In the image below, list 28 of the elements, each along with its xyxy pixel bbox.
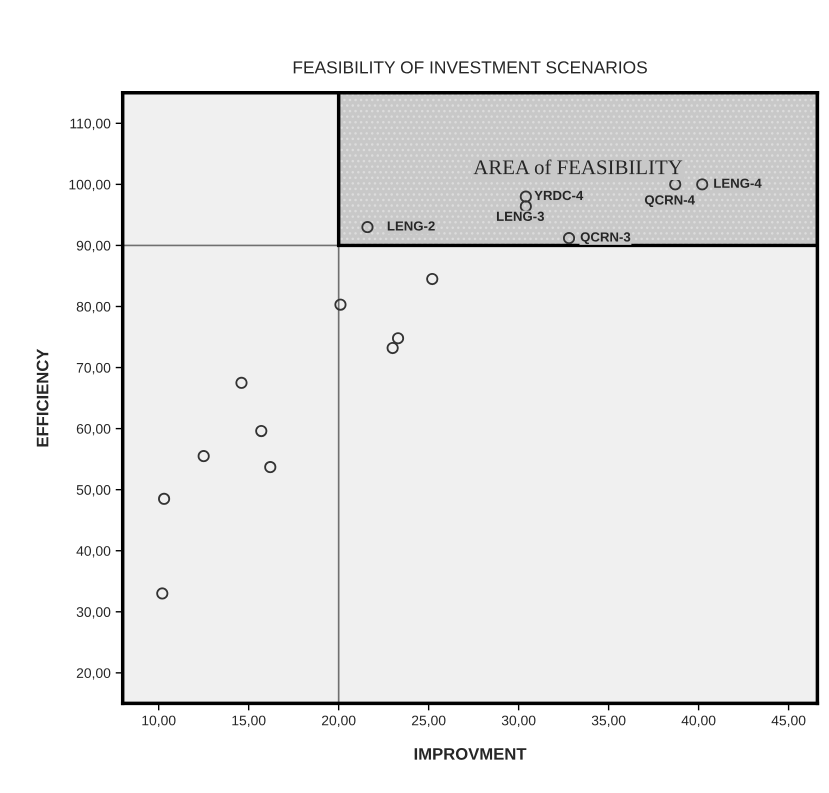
x-tick-label: 40,00 — [682, 716, 716, 728]
chart-title: FEASIBILITY OF INVESTMENT SCENARIOS — [294, 61, 647, 74]
annotation: AREA of FEASIBILITY — [473, 159, 682, 174]
annotation: LENG-2 — [388, 221, 435, 231]
y-tick-label: 30,00 — [76, 607, 110, 619]
x-tick-label: 20,00 — [322, 716, 356, 728]
annotation: LENG-4 — [714, 178, 762, 188]
y-tick-label: 110,00 — [70, 118, 110, 130]
y-tick-label: 40,00 — [76, 546, 110, 558]
y-tick-label: 80,00 — [76, 302, 110, 314]
y-tick-label: 60,00 — [76, 424, 110, 436]
x-tick-label: 45,00 — [772, 716, 806, 728]
y-tick-label: 90,00 — [76, 240, 110, 252]
y-tick-label: 70,00 — [76, 362, 110, 374]
y-axis-title: EFFICIENCY — [36, 348, 48, 447]
y-tick-label: 20,00 — [76, 668, 110, 680]
annotation: LENG-3 — [496, 212, 544, 222]
annotation: QCRN-3 — [580, 232, 630, 244]
x-tick-label: 30,00 — [502, 716, 536, 728]
x-axis-title: IMPROVMENT — [414, 748, 526, 760]
annotation: QCRN-4 — [644, 195, 695, 208]
x-tick-label: 10,00 — [142, 716, 176, 728]
y-tick-label: 100,00 — [69, 180, 110, 192]
x-tick-label: 15,00 — [232, 716, 266, 728]
x-tick-label: 25,00 — [412, 716, 446, 728]
x-tick-label: 35,00 — [592, 716, 626, 728]
y-tick-label: 50,00 — [76, 485, 110, 496]
annotation: YRDC-4 — [534, 190, 584, 200]
